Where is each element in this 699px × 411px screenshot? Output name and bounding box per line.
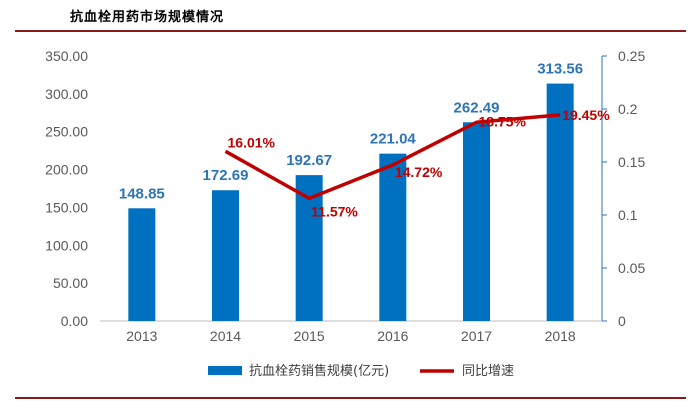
left-tick-label: 50.00 (53, 275, 88, 291)
x-tick-label: 2018 (545, 328, 576, 344)
bar-value-label: 192.67 (286, 152, 332, 169)
bar (546, 83, 574, 321)
x-tick-label: 2013 (126, 328, 157, 344)
left-tick-label: 300.00 (45, 86, 88, 102)
x-axis: 2013 2014 2015 2016 2017 2018 (100, 320, 602, 344)
left-tick-label: 250.00 (45, 124, 88, 140)
x-tick-label: 2016 (377, 328, 408, 344)
bar (212, 190, 239, 321)
legend-bar-swatch (208, 366, 242, 375)
bar-series (128, 83, 574, 321)
x-tick-label: 2015 (294, 328, 325, 344)
x-tick-label: 2014 (210, 328, 241, 344)
left-y-axis: 0.00 50.00 100.00 150.00 200.00 250.00 300.00 3… (45, 48, 88, 329)
line-series (224, 113, 561, 201)
right-tick-label: 0.1 (618, 207, 638, 223)
x-tick-label: 2017 (461, 328, 492, 344)
left-tick-label: 100.00 (45, 237, 88, 253)
left-tick-label: 150.00 (45, 199, 88, 215)
left-tick-label: 0.00 (61, 313, 88, 329)
line-value-label: 19.45% (562, 107, 610, 123)
bar-value-label: 262.49 (454, 99, 500, 116)
right-tick-label: 0.05 (618, 260, 645, 276)
right-tick-label: 0 (618, 313, 626, 329)
bar-value-label: 313.56 (537, 61, 583, 78)
line-data-labels: 16.01% 11.57% 14.72% 18.75% 19.45% (228, 107, 611, 220)
legend-bar-label: 抗血栓药销售规模(亿元) (249, 363, 389, 379)
right-tick-label: 0.25 (618, 48, 645, 64)
right-tick-label: 0.15 (618, 154, 645, 170)
line-value-label: 14.72% (395, 164, 443, 180)
bar (463, 122, 490, 321)
right-tick-label: 0.2 (618, 101, 638, 117)
line-value-label: 18.75% (479, 113, 527, 129)
bar-value-label: 172.69 (203, 167, 249, 184)
bar (379, 153, 407, 321)
left-tick-label: 350.00 (45, 48, 88, 64)
right-y-axis: 0 0.05 0.1 0.15 0.2 0.25 (601, 48, 645, 329)
page-title: 抗血栓用药市场规模情况 (70, 10, 225, 25)
bottom-divider (15, 397, 686, 399)
bar-data-labels: 148.85 172.69 192.67 221.04 262.49 313.56 (119, 61, 583, 203)
line-value-label: 16.01% (228, 134, 276, 150)
left-tick-label: 200.00 (45, 162, 88, 178)
top-divider (15, 30, 686, 32)
bar (128, 208, 156, 321)
bar-value-label: 221.04 (370, 131, 417, 148)
growth-line (224, 113, 561, 201)
legend-line-label: 同比增速 (462, 364, 514, 379)
bar-value-label: 148.85 (119, 185, 165, 202)
chart-legend: 抗血栓药销售规模(亿元) 同比增速 (208, 363, 514, 379)
line-value-label: 11.57% (311, 203, 358, 219)
